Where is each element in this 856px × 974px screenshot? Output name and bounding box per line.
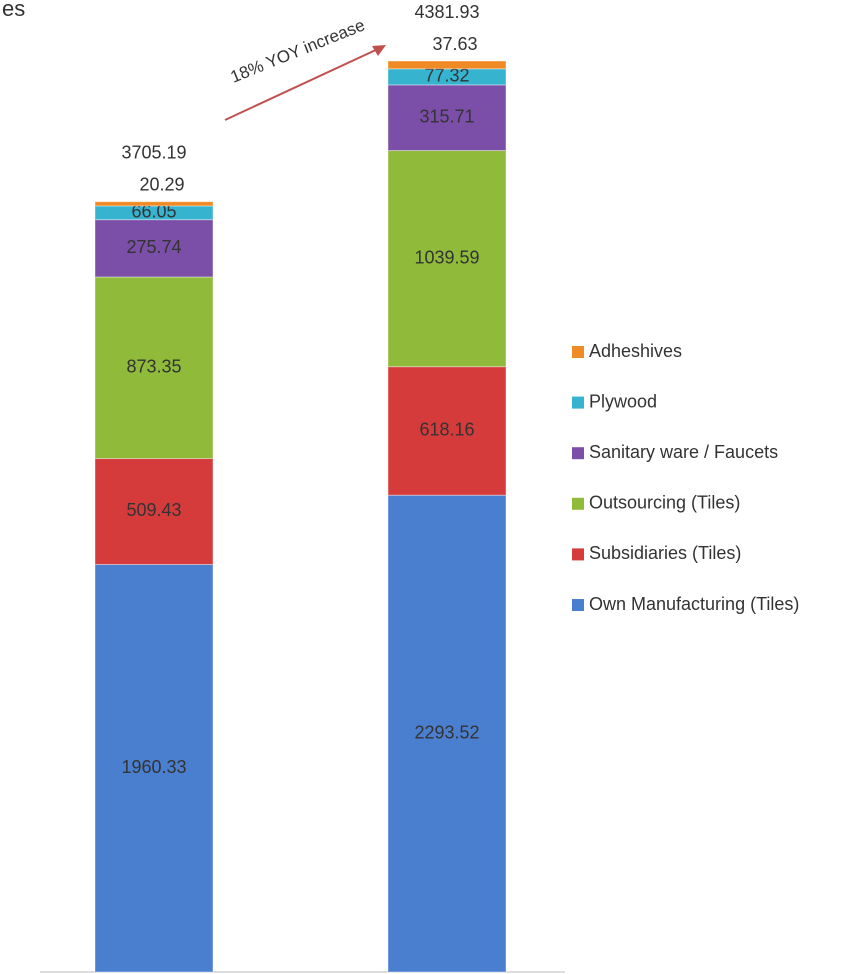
arrow bbox=[224, 47, 381, 121]
data-label: 509.43 bbox=[126, 500, 181, 520]
data-label: 66.05 bbox=[131, 202, 176, 222]
bar-segment bbox=[94, 563, 214, 973]
legend-label: Adheshives bbox=[589, 341, 682, 361]
data-label: 873.35 bbox=[126, 357, 181, 377]
legend-label: Plywood bbox=[589, 391, 657, 411]
total-label: 4381.93 bbox=[414, 2, 479, 22]
data-label: 618.16 bbox=[419, 420, 474, 440]
bar-segment bbox=[387, 60, 507, 70]
legend-marker bbox=[572, 497, 584, 510]
bar-segment bbox=[387, 84, 507, 152]
bar-segment bbox=[387, 366, 507, 496]
legend-label: Outsourcing (Tiles) bbox=[589, 493, 740, 513]
annotation: 18% YOY increase bbox=[228, 15, 368, 86]
arrow-head bbox=[372, 45, 386, 56]
data-label: 20.29 bbox=[139, 174, 184, 194]
legend-label: Subsidiaries (Tiles) bbox=[589, 543, 741, 563]
legend-marker bbox=[572, 396, 584, 409]
data-label: 2293.52 bbox=[414, 722, 479, 742]
bar-segment bbox=[94, 276, 214, 460]
legend-label: Sanitary ware / Faucets bbox=[589, 442, 778, 462]
legend-marker bbox=[572, 548, 584, 561]
data-label: 37.63 bbox=[432, 34, 477, 54]
legend-marker bbox=[572, 346, 584, 358]
total-label: 3705.19 bbox=[121, 142, 186, 162]
bar-segment bbox=[94, 219, 214, 278]
data-label: 315.71 bbox=[419, 106, 474, 126]
legend-marker bbox=[572, 447, 584, 460]
bar-segment bbox=[94, 201, 214, 207]
data-label: 275.74 bbox=[126, 237, 181, 257]
legend-label: Own Manufacturing (Tiles) bbox=[589, 594, 799, 614]
data-label: 77.32 bbox=[424, 66, 469, 86]
chart-title: es bbox=[2, 0, 25, 21]
bar-segment bbox=[387, 150, 507, 368]
data-label: 1960.33 bbox=[121, 757, 186, 777]
legend-marker bbox=[572, 599, 584, 611]
data-label: 1039.59 bbox=[414, 247, 479, 267]
